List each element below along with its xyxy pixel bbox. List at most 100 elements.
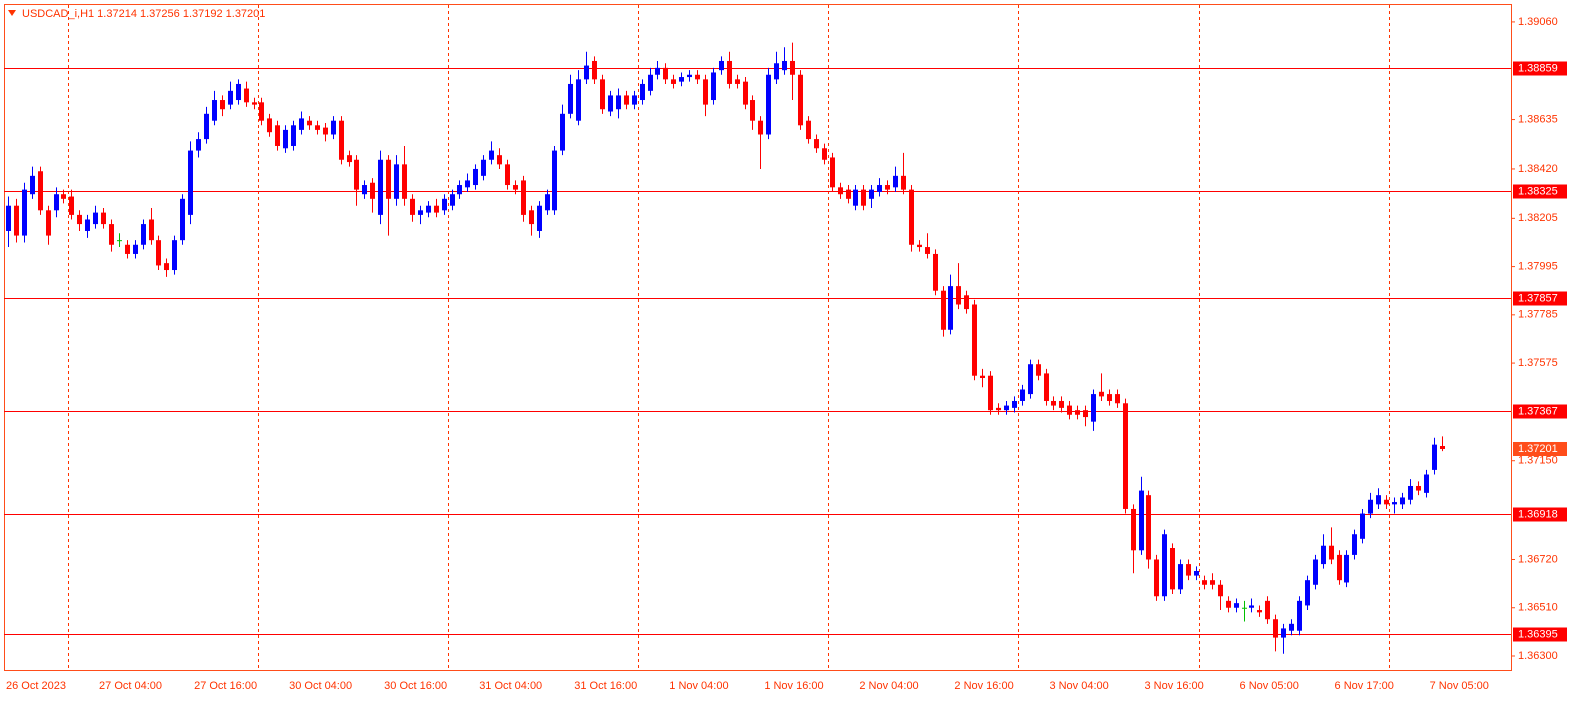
candle-body [1234, 603, 1239, 608]
candle-body [307, 120, 312, 126]
candle-body [1154, 559, 1159, 597]
candle-body [497, 155, 502, 165]
last-price-label: 1.37201 [1518, 443, 1558, 455]
candle-body [6, 205, 11, 231]
y-tick-label: 1.39060 [1518, 16, 1558, 28]
candle-body [560, 113, 565, 151]
candle-body [648, 74, 653, 91]
candle-body [402, 164, 407, 199]
candle-body [1344, 554, 1349, 583]
candle-body [830, 157, 835, 188]
candle-body [1226, 600, 1231, 608]
candle-body [996, 407, 1001, 411]
x-tick-label: 31 Oct 16:00 [574, 680, 637, 692]
candle-body [450, 194, 455, 206]
candle-body [133, 244, 138, 254]
candle-body [1281, 628, 1286, 638]
symbol-menu-icon[interactable] [8, 10, 16, 16]
level-label-box [1513, 404, 1567, 419]
candle-body [259, 102, 264, 121]
candle-body [909, 189, 914, 245]
candle-body [616, 95, 621, 110]
candle-body [1297, 600, 1302, 631]
candle-body [1392, 502, 1397, 505]
candle-body [252, 102, 257, 105]
candle-body [552, 150, 557, 211]
x-tick-label: 27 Oct 04:00 [99, 680, 162, 692]
candle-body [806, 120, 811, 140]
y-tick-label: 1.36300 [1518, 650, 1558, 662]
candle-body [1170, 548, 1175, 590]
candle-body [125, 244, 130, 254]
y-tick-label: 1.38420 [1518, 163, 1558, 175]
candle-body [323, 127, 328, 135]
candle-body [156, 240, 161, 266]
candle-body [141, 224, 146, 245]
candle-body [489, 150, 494, 160]
candle-body [1115, 394, 1120, 404]
candle-body [1265, 600, 1270, 620]
candle-body [77, 214, 82, 225]
candle-body [1408, 485, 1413, 500]
y-tick-label: 1.37995 [1518, 260, 1558, 272]
candle-body [172, 240, 177, 271]
candle-body [370, 182, 375, 199]
candle-body [956, 286, 961, 305]
candle-body [846, 189, 851, 199]
y-tick-label: 1.36720 [1518, 553, 1558, 565]
level-label: 1.36918 [1518, 508, 1558, 520]
candle-body [663, 67, 668, 80]
candle-body [418, 210, 423, 215]
candle-body [1186, 564, 1191, 576]
candle-body [1004, 405, 1009, 411]
candle-body [85, 219, 90, 231]
candle-body [1091, 394, 1096, 422]
level-label-box [1513, 627, 1567, 642]
candle-body [750, 100, 755, 121]
candle-body [655, 67, 660, 75]
candle-body [1424, 474, 1429, 493]
candle-body [1036, 364, 1041, 376]
candle-body [267, 118, 272, 133]
candle-body [869, 189, 874, 199]
candle-body [901, 175, 906, 190]
candle-body [624, 95, 629, 105]
candle-body [877, 185, 882, 192]
x-tick-label: 27 Oct 16:00 [194, 680, 257, 692]
y-tick-label: 1.37575 [1518, 357, 1558, 369]
candle-body [576, 79, 581, 121]
candle-body [1384, 499, 1389, 505]
candle-body [275, 125, 280, 146]
candle-body [774, 63, 779, 80]
candle-body [434, 205, 439, 213]
candle-body [410, 198, 415, 215]
candle-body [362, 185, 367, 195]
candle-body [465, 180, 470, 188]
candle-body [1051, 400, 1056, 406]
plot-frame [4, 4, 1512, 671]
candle-body [394, 164, 399, 199]
candle-body [1400, 497, 1405, 505]
candle-body [354, 159, 359, 190]
candle-body [600, 79, 605, 110]
candle-body [1321, 545, 1326, 565]
candle-body [743, 81, 748, 105]
x-tick-label: 7 Nov 05:00 [1430, 680, 1489, 692]
level-label: 1.36395 [1518, 628, 1558, 640]
x-tick-label: 31 Oct 04:00 [479, 680, 542, 692]
candle-body [46, 210, 51, 236]
candle-body [101, 212, 106, 225]
period-separators [68, 5, 1390, 670]
level-label-box [1513, 184, 1567, 199]
candle-body [1028, 364, 1033, 395]
candle-body [853, 189, 858, 206]
candle-body [69, 196, 74, 215]
candle-body [1020, 389, 1025, 401]
candle-body [1012, 400, 1017, 408]
candle-body [1067, 405, 1072, 415]
candle-body [1273, 619, 1278, 638]
candle-body [442, 198, 447, 211]
candle-body [695, 74, 700, 80]
candle-body [1257, 610, 1262, 613]
